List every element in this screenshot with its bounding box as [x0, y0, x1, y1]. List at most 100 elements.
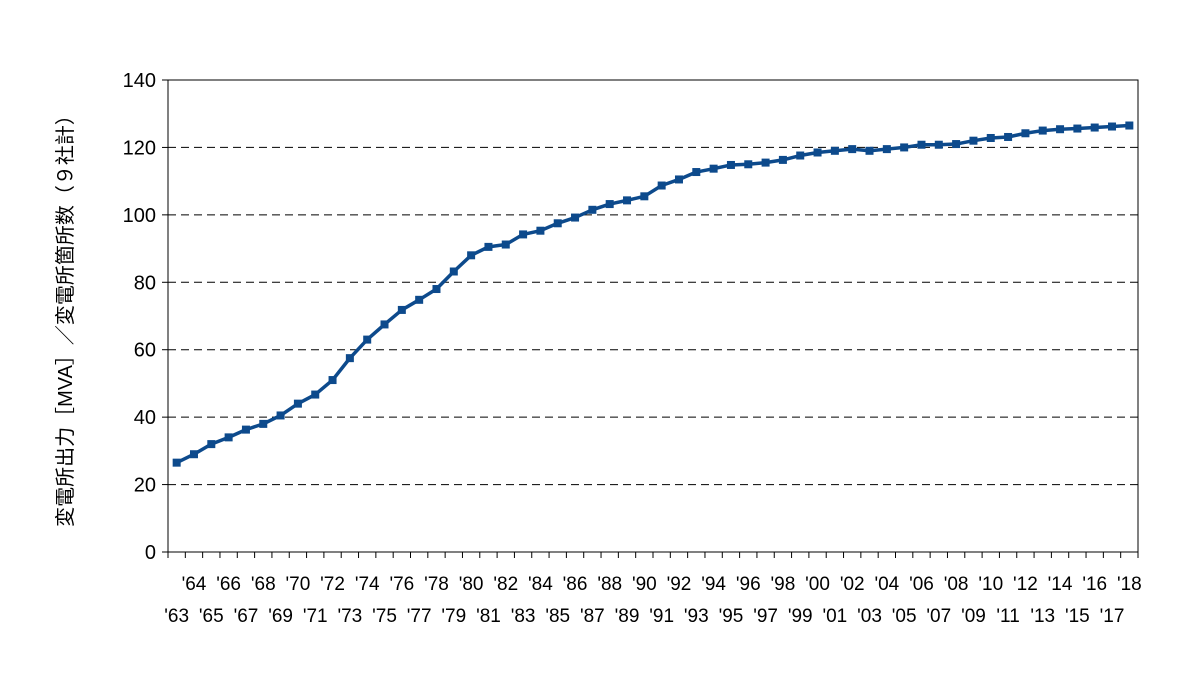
- data-point: [952, 140, 961, 149]
- data-point: [778, 155, 787, 164]
- x-tick-label: '82: [493, 574, 518, 595]
- x-tick-label: '90: [632, 574, 657, 595]
- x-tick-label: '02: [840, 574, 865, 595]
- data-point: [865, 146, 874, 155]
- data-point: [571, 213, 580, 222]
- gridlines: [168, 146, 1138, 486]
- data-point: [519, 230, 528, 239]
- x-tick-label: '92: [667, 574, 692, 595]
- x-tick-label: '86: [563, 574, 588, 595]
- x-tick-label: '73: [337, 606, 362, 627]
- data-point: [311, 390, 320, 399]
- x-tick-label: '81: [476, 606, 501, 627]
- data-point: [259, 419, 268, 428]
- data-point: [657, 181, 666, 190]
- data-point: [415, 295, 424, 304]
- data-point: [449, 267, 458, 276]
- x-tick-label: '83: [511, 606, 536, 627]
- x-tick-label: '95: [719, 606, 744, 627]
- series-layer: [172, 121, 1134, 467]
- x-tick-label: '16: [1082, 574, 1107, 595]
- x-tick-label: '93: [684, 606, 709, 627]
- x-tick-label: '87: [580, 606, 605, 627]
- data-point: [830, 146, 839, 155]
- data-point: [224, 433, 233, 442]
- data-point: [380, 320, 389, 329]
- x-tick-label: '01: [822, 606, 847, 627]
- x-tick-label: '07: [926, 606, 951, 627]
- data-point: [674, 175, 683, 184]
- data-point: [623, 196, 632, 205]
- y-tick-label: 0: [145, 542, 156, 564]
- data-point: [969, 136, 978, 145]
- y-tick-label: 120: [123, 137, 156, 159]
- data-point: [726, 160, 735, 169]
- x-tick-label: '70: [286, 574, 311, 595]
- data-point: [761, 158, 770, 167]
- data-point: [536, 226, 545, 235]
- data-point: [293, 399, 302, 408]
- x-tick-label: '64: [182, 574, 207, 595]
- y-tick-label: 20: [134, 475, 156, 497]
- x-tick-label: '15: [1065, 606, 1090, 627]
- x-tick-label: '08: [944, 574, 969, 595]
- x-tick-label: '94: [701, 574, 726, 595]
- data-point: [432, 285, 441, 294]
- x-tick-label: '89: [615, 606, 640, 627]
- y-axis-label: 変電所出力［MVA］／変電所箇所数（９社計）: [54, 105, 77, 527]
- x-tick-label: '04: [874, 574, 899, 595]
- x-tick-label: '00: [805, 574, 830, 595]
- series-line: [175, 123, 1130, 465]
- data-point: [1038, 126, 1047, 135]
- x-tick-label: '65: [199, 606, 224, 627]
- data-point: [917, 140, 926, 149]
- x-tick-label: '79: [441, 606, 466, 627]
- x-tick-label: '99: [788, 606, 813, 627]
- data-point: [882, 145, 891, 154]
- data-point: [1073, 124, 1082, 133]
- data-point: [363, 335, 372, 344]
- data-point: [1021, 129, 1030, 138]
- x-tick-label: '03: [857, 606, 882, 627]
- x-tick-label: '98: [771, 574, 796, 595]
- x-tick-label: '66: [216, 574, 241, 595]
- data-point: [345, 354, 354, 363]
- x-tick-label: '05: [892, 606, 917, 627]
- data-point: [1056, 125, 1065, 134]
- data-point: [744, 160, 753, 169]
- x-tick-label: '88: [597, 574, 622, 595]
- x-tick-label: '63: [164, 606, 189, 627]
- x-tick-label: '91: [649, 606, 674, 627]
- x-tick-label: '11: [996, 606, 1019, 627]
- x-tick-label: '69: [268, 606, 293, 627]
- data-point: [553, 219, 562, 228]
- x-tick-label: '12: [1013, 574, 1038, 595]
- x-tick-label: '09: [961, 606, 986, 627]
- x-tick-label: '75: [372, 606, 397, 627]
- x-tick-label: '76: [389, 574, 414, 595]
- x-tick-label: '80: [459, 574, 484, 595]
- data-point: [207, 440, 216, 449]
- x-tick-label: '77: [407, 606, 432, 627]
- y-tick-label: 140: [123, 70, 156, 92]
- data-point: [796, 151, 805, 160]
- data-point: [900, 143, 909, 152]
- data-point: [241, 425, 250, 434]
- data-point: [467, 251, 476, 260]
- y-tick-label: 80: [134, 272, 156, 294]
- x-tick-label: '78: [424, 574, 449, 595]
- data-point: [934, 140, 943, 149]
- y-tick-label: 60: [134, 340, 156, 362]
- data-point: [986, 133, 995, 142]
- x-tick-label: '06: [909, 574, 934, 595]
- y-tick-label: 40: [134, 407, 156, 429]
- data-point: [328, 376, 337, 385]
- data-point: [692, 168, 701, 177]
- x-tick-label: '72: [320, 574, 345, 595]
- y-tick-label: 100: [123, 205, 156, 227]
- x-tick-label: '13: [1030, 606, 1055, 627]
- x-tick-label: '10: [978, 574, 1003, 595]
- x-tick-label: '17: [1100, 606, 1125, 627]
- x-tick-label: '74: [355, 574, 380, 595]
